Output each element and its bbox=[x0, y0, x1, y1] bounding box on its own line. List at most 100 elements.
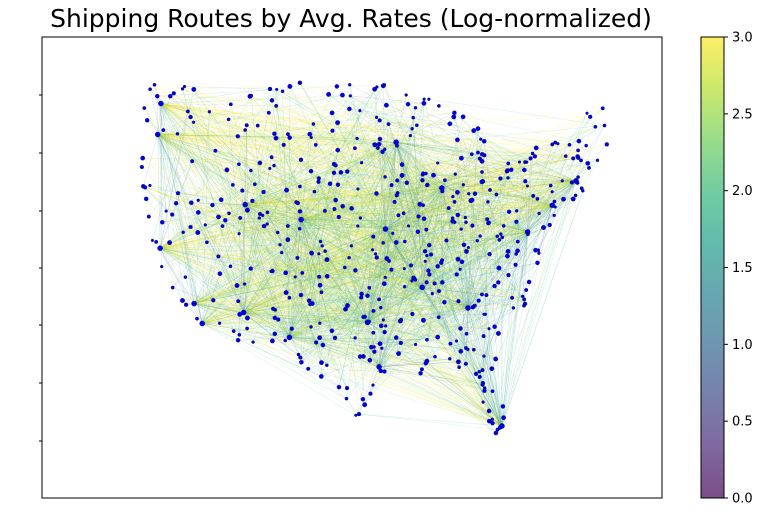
route-edge bbox=[376, 180, 577, 258]
route-edge bbox=[160, 247, 461, 329]
route-edge bbox=[160, 103, 273, 272]
route-edge bbox=[237, 187, 442, 341]
route-node bbox=[472, 191, 478, 196]
route-edge bbox=[385, 228, 504, 418]
route-edge bbox=[300, 135, 411, 220]
route-edge bbox=[176, 202, 528, 233]
route-edge bbox=[202, 150, 579, 324]
route-edge bbox=[243, 204, 246, 313]
route-edge bbox=[221, 199, 503, 427]
route-edge bbox=[194, 222, 467, 304]
route-edge bbox=[177, 193, 290, 338]
route-node bbox=[424, 227, 429, 232]
route-edge bbox=[300, 219, 333, 331]
route-node bbox=[550, 142, 555, 147]
route-edge bbox=[243, 108, 603, 313]
route-node bbox=[368, 391, 373, 396]
route-node bbox=[490, 420, 495, 426]
route-node bbox=[470, 305, 476, 310]
route-edge bbox=[378, 190, 583, 368]
route-edge bbox=[289, 337, 340, 388]
route-node bbox=[335, 147, 341, 153]
route-node bbox=[515, 209, 519, 213]
route-edge bbox=[157, 134, 501, 179]
route-node bbox=[386, 122, 391, 127]
route-edge bbox=[429, 180, 577, 275]
route-edge bbox=[396, 141, 483, 155]
route-edge bbox=[384, 205, 553, 372]
route-edge bbox=[538, 205, 553, 254]
route-edge bbox=[437, 231, 528, 338]
route-edge bbox=[441, 187, 556, 208]
route-edge bbox=[458, 180, 577, 368]
route-edge bbox=[467, 307, 504, 418]
route-node bbox=[273, 135, 279, 141]
route-edge bbox=[244, 125, 247, 205]
route-edge bbox=[243, 219, 302, 313]
route-node bbox=[481, 334, 486, 339]
route-edge bbox=[335, 180, 577, 201]
route-edge bbox=[262, 215, 302, 220]
route-node bbox=[521, 167, 527, 173]
route-node bbox=[471, 128, 477, 134]
route-node bbox=[360, 396, 366, 402]
route-edge bbox=[194, 112, 588, 304]
route-edge bbox=[250, 95, 503, 427]
route-node bbox=[561, 196, 566, 202]
route-edge bbox=[160, 240, 478, 249]
route-edge bbox=[301, 198, 564, 220]
route-edge bbox=[332, 130, 577, 182]
route-edge bbox=[202, 281, 530, 324]
route-edge bbox=[202, 231, 528, 324]
route-edge bbox=[157, 134, 579, 142]
route-edge bbox=[297, 257, 380, 368]
route-edge bbox=[289, 201, 455, 338]
route-edge bbox=[382, 151, 503, 427]
route-edge bbox=[275, 105, 380, 367]
route-edge bbox=[422, 287, 527, 291]
route-node bbox=[571, 156, 576, 161]
route-edge bbox=[457, 139, 469, 309]
route-node bbox=[148, 183, 152, 188]
route-edge bbox=[301, 287, 423, 363]
route-edge bbox=[247, 205, 553, 319]
route-edge bbox=[367, 193, 469, 323]
route-edge bbox=[385, 205, 553, 230]
route-node bbox=[356, 187, 360, 191]
route-edge bbox=[301, 180, 577, 220]
route-edge bbox=[194, 303, 503, 427]
route-edge bbox=[301, 219, 490, 223]
route-edge bbox=[215, 150, 386, 230]
route-node bbox=[595, 158, 600, 162]
route-edge bbox=[326, 259, 469, 309]
route-edge bbox=[359, 110, 577, 182]
route-edge bbox=[382, 85, 386, 230]
route-edge bbox=[205, 205, 553, 226]
route-node bbox=[459, 227, 463, 231]
route-edge bbox=[356, 138, 469, 309]
route-edge bbox=[254, 141, 397, 185]
route-edge bbox=[160, 103, 368, 323]
route-edge bbox=[148, 216, 423, 288]
route-node bbox=[349, 244, 354, 248]
route-edge bbox=[243, 161, 526, 313]
route-edge bbox=[160, 103, 398, 181]
route-edge bbox=[295, 228, 386, 278]
route-edge bbox=[385, 193, 476, 230]
route-edge bbox=[160, 103, 163, 223]
route-node bbox=[526, 232, 530, 237]
route-edge bbox=[375, 253, 503, 427]
route-edge bbox=[245, 204, 479, 301]
route-edge bbox=[465, 363, 503, 427]
route-edge bbox=[418, 205, 553, 217]
route-edge bbox=[193, 122, 469, 309]
route-edge bbox=[289, 265, 412, 338]
route-edge bbox=[243, 312, 467, 335]
route-edge bbox=[289, 187, 442, 338]
route-node bbox=[317, 335, 322, 341]
route-edge bbox=[363, 180, 577, 318]
colorbar-tick-label: 2.0 bbox=[732, 184, 753, 199]
route-node bbox=[575, 180, 580, 185]
route-edge bbox=[289, 184, 339, 338]
route-edge bbox=[157, 134, 570, 146]
